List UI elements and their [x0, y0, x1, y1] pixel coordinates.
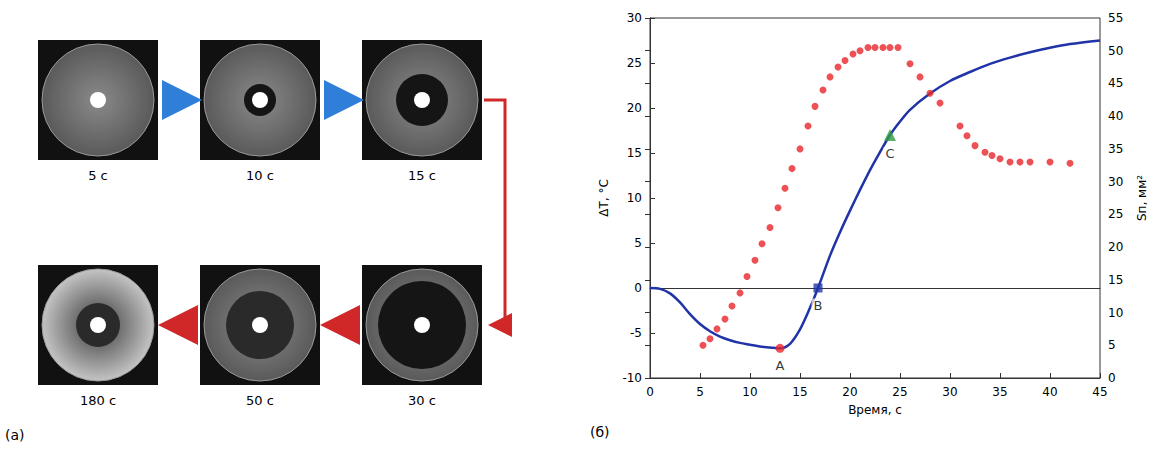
- svg-text:35: 35: [992, 385, 1007, 399]
- svg-text:5: 5: [696, 385, 704, 399]
- svg-text:0: 0: [634, 281, 642, 295]
- svg-text:15: 15: [1108, 273, 1123, 287]
- svg-text:20: 20: [627, 101, 642, 115]
- svg-text:50: 50: [1108, 44, 1123, 58]
- svg-text:10: 10: [627, 191, 642, 205]
- svg-text:20: 20: [842, 385, 857, 399]
- svg-text:ΔT, °C: ΔT, °C: [597, 179, 611, 217]
- svg-text:(а): (а): [5, 427, 25, 443]
- svg-text:20: 20: [1108, 240, 1123, 254]
- svg-text:180 с: 180 с: [80, 393, 116, 408]
- svg-text:25: 25: [1108, 207, 1123, 221]
- svg-text:10: 10: [1108, 306, 1123, 320]
- svg-text:15: 15: [627, 146, 642, 160]
- svg-text:45: 45: [1092, 385, 1107, 399]
- svg-text:25: 25: [892, 385, 907, 399]
- svg-text:10 с: 10 с: [246, 168, 274, 183]
- html-text:(б): (б): [590, 424, 610, 440]
- svg-text:15: 15: [792, 385, 807, 399]
- svg-text:-5: -5: [630, 326, 642, 340]
- svg-text:30: 30: [627, 11, 642, 25]
- svg-text:30 с: 30 с: [408, 393, 436, 408]
- svg-text:10: 10: [742, 385, 757, 399]
- svg-text:40: 40: [1108, 109, 1123, 123]
- svg-text:0: 0: [1108, 371, 1116, 385]
- svg-text:0: 0: [646, 385, 654, 399]
- svg-text:50 с: 50 с: [246, 393, 274, 408]
- svg-text:-10: -10: [622, 371, 642, 385]
- svg-text:A: A: [776, 358, 785, 373]
- svg-text:5: 5: [1108, 338, 1116, 352]
- svg-text:Sп, мм²: Sп, мм²: [1135, 175, 1149, 221]
- svg-text:Время, с: Время, с: [848, 403, 902, 417]
- svg-text:5 с: 5 с: [88, 168, 108, 183]
- svg-text:25: 25: [627, 56, 642, 70]
- svg-text:5: 5: [634, 236, 642, 250]
- svg-text:B: B: [814, 298, 823, 313]
- svg-text:30: 30: [1108, 175, 1123, 189]
- svg-text:15 с: 15 с: [408, 168, 436, 183]
- svg-text:C: C: [885, 146, 894, 161]
- svg-text:35: 35: [1108, 142, 1123, 156]
- svg-text:45: 45: [1108, 76, 1123, 90]
- svg-text:55: 55: [1108, 11, 1123, 25]
- svg-text:30: 30: [942, 385, 957, 399]
- svg-text:40: 40: [1042, 385, 1057, 399]
